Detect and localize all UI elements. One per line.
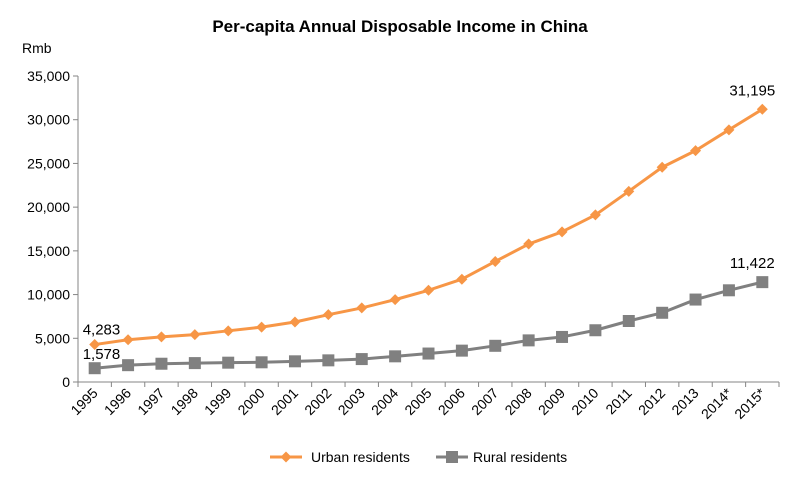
data-point [189,329,201,341]
data-point [623,185,635,197]
data-point [456,273,468,285]
legend: Urban residents Rural residents [270,449,567,465]
data-point [423,284,434,296]
y-axis-ticks: 0 5,000 10,000 15,000 20,000 25,000 30,000 35,0… [27,68,78,390]
axes [77,76,779,383]
x-tick-label: 1995 [67,385,100,418]
x-tick-label: 2009 [535,385,568,418]
data-point [723,124,735,136]
x-tick-label: 2006 [435,385,468,418]
y-tick-label: 5,000 [35,330,70,346]
data-point [89,339,101,351]
data-point [489,255,501,267]
x-tick-label: 1998 [168,385,201,418]
data-point [122,334,134,346]
x-tick-label: 1999 [201,385,234,418]
y-tick-label: 20,000 [27,199,70,215]
x-tick-label: 2008 [501,385,534,418]
series-urban [89,103,768,351]
data-point [455,344,468,357]
data-point [556,330,569,343]
x-tick-label: 2005 [401,385,434,418]
data-point [355,353,368,366]
data-point [322,354,335,367]
x-tick-label: 2015* [731,384,769,422]
x-tick-label: 1996 [101,385,134,418]
data-point [255,356,268,369]
x-tick-label: 2011 [602,385,635,418]
x-tick-label: 2007 [468,385,501,418]
data-point [222,356,235,369]
x-tick-label: 2010 [568,385,601,418]
data-point [289,316,301,328]
data-label: 31,195 [729,82,775,99]
x-tick-label: 2014* [698,384,736,422]
y-tick-label: 25,000 [27,155,70,171]
data-point [756,276,769,289]
data-point [556,226,568,238]
data-point [422,347,435,360]
data-label: 11,422 [730,255,775,272]
data-point [589,209,601,221]
data-point [389,294,401,306]
data-point [122,359,135,372]
legend-marker [446,451,458,463]
data-point [322,309,334,321]
x-tick-label: 2001 [268,385,301,418]
data-label: 4,283 [83,322,121,339]
x-tick-label: 1997 [134,385,167,418]
y-tick-label: 35,000 [27,68,70,84]
legend-label: Rural residents [473,449,567,465]
series-layer [88,103,769,375]
data-point [756,103,768,115]
data-point [523,238,535,250]
data-point [689,293,702,306]
data-point [389,350,402,363]
data-labels: 4,283 1,578 31,195 11,422 [83,82,776,363]
y-tick-label: 0 [62,374,70,390]
data-point [222,325,234,337]
x-axis-ticks: 1995 1996 1997 1998 1999 2000 2001 2002 2003 2004… [67,382,780,422]
legend-item-rural: Rural residents [436,449,567,465]
data-point [722,284,735,297]
legend-label: Urban residents [311,449,410,465]
chart-title: Per-capita Annual Disposable Income in C… [212,17,588,36]
x-tick-label: 2012 [635,385,668,418]
x-tick-label: 2000 [234,385,267,418]
data-point [690,145,702,157]
series-rural [88,276,769,375]
data-point [656,161,668,173]
y-axis-unit-label: Rmb [22,40,52,56]
data-point [288,355,301,368]
data-point [155,357,168,370]
data-point [489,339,502,352]
data-point [356,302,368,314]
y-tick-label: 30,000 [27,112,70,128]
x-tick-label: 2002 [301,385,334,418]
legend-item-urban: Urban residents [270,449,410,465]
legend-marker [280,451,292,463]
x-tick-label: 2013 [668,385,701,418]
x-tick-label: 2003 [335,385,368,418]
data-point [622,315,635,328]
data-point [656,306,669,319]
y-tick-label: 15,000 [27,243,70,259]
x-tick-label: 2004 [368,385,401,418]
data-point [188,357,201,370]
data-point [522,334,535,347]
data-point [155,331,167,343]
data-label: 1,578 [83,346,121,363]
data-point [589,324,602,337]
y-tick-label: 10,000 [27,287,70,303]
data-point [88,362,101,375]
data-point [256,321,268,333]
